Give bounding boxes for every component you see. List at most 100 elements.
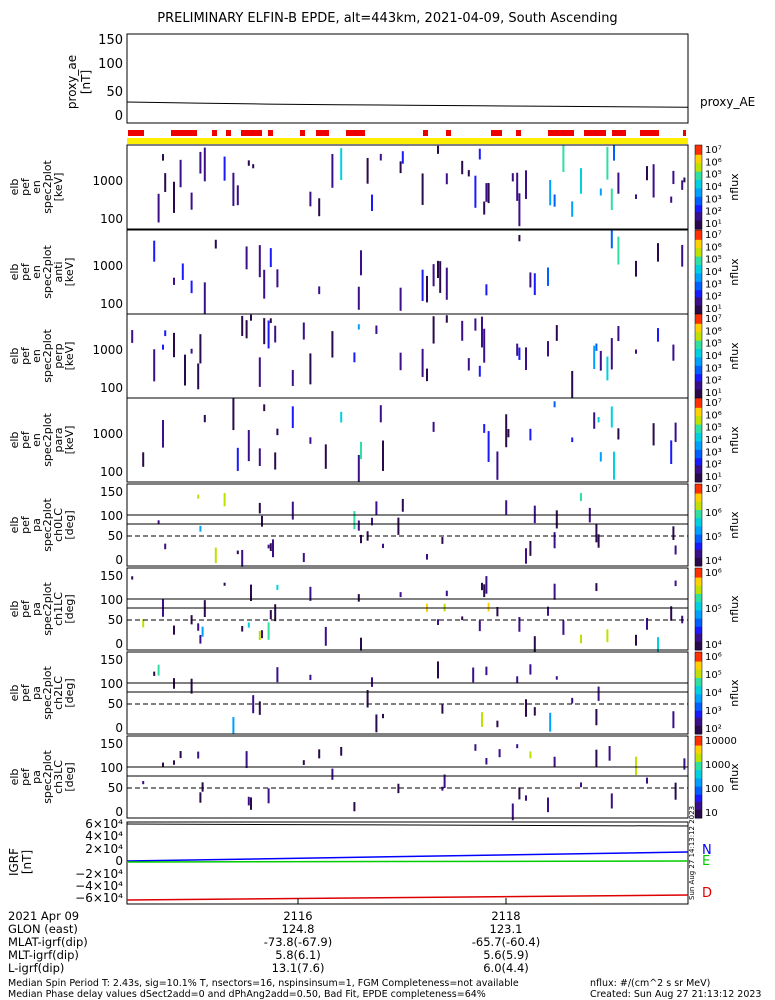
pa-colorbar: 10⁶ 10⁵ 10⁴ nflux <box>694 567 741 651</box>
spec-streak <box>331 154 334 188</box>
spec-streak <box>518 234 521 242</box>
footer-row-0-label: 2021 Apr 09 <box>8 909 80 923</box>
igrf-tick-0: 0 <box>115 854 123 868</box>
colorbar-tick-label: 10³ <box>705 194 722 205</box>
pa-streak <box>518 617 521 632</box>
igrf-label-n: N <box>702 843 712 858</box>
footer-row-2-v1: -73.8(-67.9) <box>263 935 333 949</box>
red-flag-segment <box>640 130 659 136</box>
colorbar-swatch <box>695 295 702 298</box>
spec-streak <box>525 170 527 199</box>
colorbar-unit-label: nflux <box>728 511 741 539</box>
colorbar-swatch <box>695 423 702 426</box>
colorbar-swatch <box>695 309 702 312</box>
colorbar-tick-label: 10¹ <box>705 219 722 230</box>
colorbar-swatch <box>695 265 702 267</box>
pa-streak <box>269 610 272 620</box>
colorbar-swatch <box>695 241 702 244</box>
colorbar-swatch <box>695 499 702 501</box>
spec-streak <box>173 277 175 285</box>
spec-streak <box>291 406 294 429</box>
pa-streak <box>606 629 609 643</box>
colorbar-swatch <box>695 363 702 365</box>
pa-streak <box>674 782 677 800</box>
ylabel-line: spec2plot <box>41 582 54 636</box>
spec-streak <box>247 430 250 462</box>
footer-row-3-label: MLT-igrf(dip) <box>8 948 79 962</box>
pa-streak <box>201 626 204 637</box>
pa-streak <box>357 520 360 531</box>
colorbar-swatch <box>695 219 702 222</box>
pa-streak <box>595 583 598 592</box>
colorbar-swatch <box>695 192 702 195</box>
colorbar-swatch <box>695 161 702 164</box>
spec-panel-1: 1000100elbpefenspec2plotanti[keV]10⁷10⁶1… <box>8 229 741 315</box>
igrf-tick-m4e4: −4×10⁴ <box>75 879 123 893</box>
pa-streak <box>245 751 248 769</box>
colorbar-swatch <box>695 745 702 748</box>
colorbar-tick-label: 10⁴ <box>705 556 722 567</box>
colorbar-swatch <box>695 630 702 633</box>
spec-streak <box>553 194 556 207</box>
pa-streak <box>223 493 226 507</box>
spec-frame <box>126 397 689 483</box>
pa-streak <box>397 517 400 535</box>
colorbar-frame <box>694 397 703 483</box>
colorbar-swatch <box>695 658 702 661</box>
colorbar-swatch <box>695 746 702 749</box>
pa-streak <box>302 760 305 765</box>
colorbar-swatch <box>695 529 702 531</box>
colorbar-swatch <box>695 210 702 213</box>
spec-streak <box>247 160 250 166</box>
spec-streak <box>672 170 675 185</box>
colorbar-tick-label: 10000 <box>705 736 737 747</box>
spec-streak <box>439 261 442 293</box>
colorbar-swatch <box>695 672 702 675</box>
colorbar-swatch <box>695 437 702 440</box>
colorbar-tick-label: 10⁴ <box>705 182 722 193</box>
colorbar-swatch <box>695 333 702 336</box>
ylabel-line: pef <box>19 767 32 786</box>
footer-row-0-v1: 2116 <box>283 909 313 923</box>
colorbar-swatch <box>695 804 702 807</box>
colorbar-swatch <box>695 509 702 512</box>
spec-streak <box>426 368 428 382</box>
spec-streak <box>437 260 439 279</box>
colorbar-swatch <box>695 267 702 270</box>
spec-streak <box>432 316 435 344</box>
colorbar-swatch <box>695 402 702 405</box>
colorbar-swatch <box>695 541 702 544</box>
colorbar-tick-label: 10² <box>705 724 722 735</box>
colorbar-swatch <box>695 793 702 796</box>
pa-streak <box>199 635 202 644</box>
ylabel-line: pef <box>19 599 32 618</box>
colorbar-swatch <box>695 811 702 814</box>
colorbar-swatch <box>695 318 702 321</box>
colorbar-swatch <box>695 322 702 325</box>
pa-streak <box>360 534 362 544</box>
colorbar-swatch <box>695 790 702 793</box>
spec-streak <box>487 183 490 204</box>
colorbar-swatch <box>695 198 702 201</box>
colorbar-swatch <box>695 501 702 504</box>
colorbar-swatch <box>695 420 702 423</box>
colorbar-swatch <box>695 456 702 459</box>
colorbar-swatch <box>695 595 702 598</box>
colorbar-swatch <box>695 476 702 479</box>
ylabel-line: elb <box>8 432 21 449</box>
colorbar-swatch <box>695 589 702 592</box>
colorbar-swatch <box>695 574 702 577</box>
colorbar-swatch <box>695 677 702 680</box>
pa-streak <box>399 592 402 598</box>
colorbar-swatch <box>695 556 702 559</box>
ylabel-line: pef <box>19 515 32 534</box>
colorbar-swatch <box>695 381 702 384</box>
pa-panel-1: 150100500elbpefpaspec2plotch1LC[deg]10⁶1… <box>8 567 741 653</box>
colorbar-swatch <box>695 392 702 395</box>
colorbar-swatch <box>695 767 702 770</box>
colorbar-swatch <box>695 647 702 650</box>
colorbar-swatch <box>695 797 702 800</box>
colorbar-swatch <box>695 266 702 269</box>
colorbar-swatch <box>695 493 702 496</box>
